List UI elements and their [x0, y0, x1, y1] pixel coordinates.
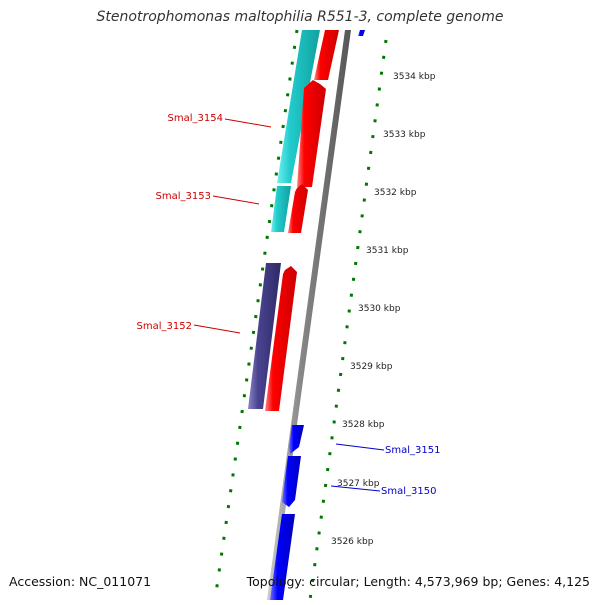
- gene-label-leader: [335, 443, 385, 451]
- gene-label-leader: [224, 118, 272, 128]
- scale-label: 3531 kbp: [366, 246, 409, 256]
- blue-cds-arrow-3: [270, 514, 295, 600]
- gene-label-smal-3150[interactable]: Smal_3150: [381, 486, 436, 497]
- scale-label: 3527 kbp: [337, 479, 380, 489]
- scale-label: 3529 kbp: [350, 362, 393, 372]
- red-cds-arrow-top: [314, 30, 339, 80]
- gene-label-smal-3154[interactable]: Smal_3154: [168, 113, 223, 124]
- gene-label-leader: [330, 485, 381, 492]
- red-cds-arrow-3: [288, 184, 308, 233]
- purple-feature: [248, 263, 281, 409]
- blue-cds-arrow-top: [358, 30, 365, 36]
- cyan-feature-upper: [277, 30, 320, 183]
- scale-label: 3532 kbp: [374, 188, 417, 198]
- blue-cds-arrow-2: [282, 456, 301, 507]
- gene-label-leader: [193, 324, 241, 334]
- red-cds-arrow-2: [297, 80, 326, 187]
- gene-label-smal-3151[interactable]: Smal_3151: [385, 445, 440, 456]
- gene-label-leader: [212, 195, 260, 205]
- outer-tick-ring: [308, 39, 388, 601]
- scale-label: 3530 kbp: [358, 304, 401, 314]
- genome-summary: Topology: circular; Length: 4,573,969 bp…: [246, 574, 590, 589]
- red-cds-arrow-4: [265, 266, 297, 411]
- accession-label: Accession: NC_011071: [9, 574, 152, 589]
- scale-label: 3526 kbp: [331, 537, 374, 547]
- blue-cds-arrow-1: [289, 425, 304, 454]
- gene-label-smal-3152[interactable]: Smal_3152: [137, 321, 192, 332]
- scale-label: 3533 kbp: [383, 130, 426, 140]
- map-title: Stenotrophomonas maltophilia R551-3, com…: [96, 9, 504, 25]
- scale-label: 3528 kbp: [342, 420, 385, 430]
- cyan-feature-lower: [271, 186, 291, 232]
- gene-label-smal-3153[interactable]: Smal_3153: [156, 191, 211, 202]
- scale-label: 3534 kbp: [393, 72, 436, 82]
